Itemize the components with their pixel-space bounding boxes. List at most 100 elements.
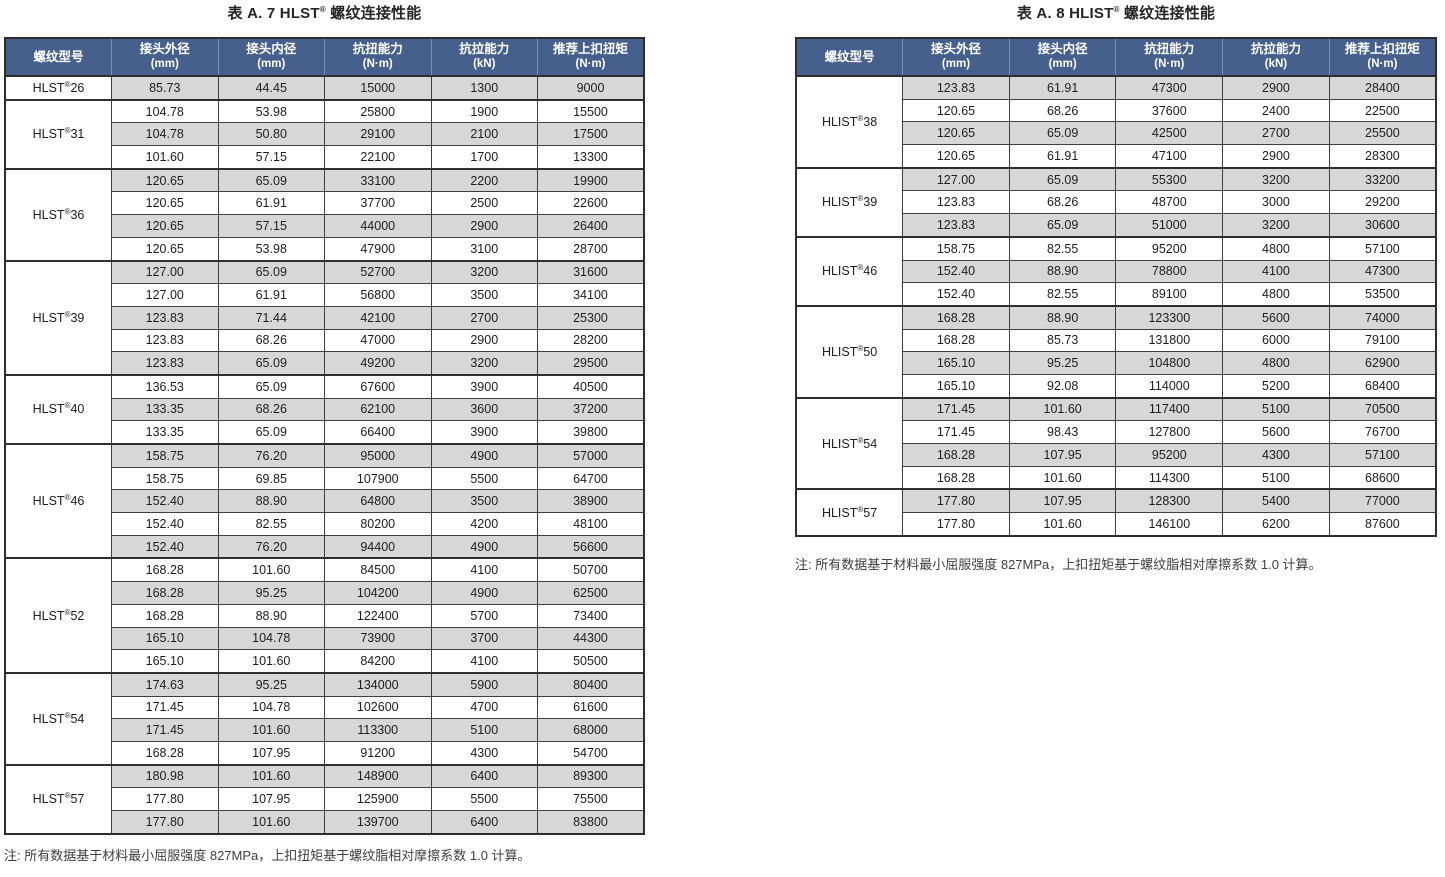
- value-cell: 123.83: [111, 328, 219, 353]
- value-cell: 158.75: [111, 442, 219, 468]
- value-cell: 127.00: [111, 259, 219, 285]
- value-cell: 6400: [430, 809, 538, 835]
- hlist-table-header: 螺纹型号 接头外径 (mm) 接头内径 (mm) 抗扭能力 (N·m) 抗拉能力 (kN) 推荐上…: [795, 37, 1437, 77]
- value-cell: 33100: [324, 167, 432, 193]
- value-cell: 57.15: [217, 145, 325, 170]
- value-cell: 84200: [324, 649, 432, 674]
- value-cell: 5500: [430, 466, 538, 491]
- value-cell: 94400: [324, 534, 432, 559]
- value-cell: 48100: [537, 512, 645, 536]
- value-cell: 122400: [324, 603, 432, 628]
- table-row: 123.83 71.44 42100 2700 25300: [5, 305, 645, 330]
- value-cell: 3000: [1222, 190, 1330, 215]
- value-cell: 120.65: [111, 191, 219, 216]
- value-cell: 50.80: [217, 122, 325, 147]
- registered-trademark-symbol: ®: [64, 791, 71, 800]
- value-cell: 5100: [1222, 465, 1330, 490]
- value-cell: 148900: [324, 763, 432, 789]
- value-cell: 78800: [1115, 259, 1224, 284]
- registered-trademark-symbol: ®: [857, 263, 864, 273]
- value-cell: 92.08: [1008, 373, 1117, 399]
- table-row: 120.65 61.91 47100 2900 28300: [796, 144, 1437, 169]
- table-a7-section: 表 A. 7 HLST® 螺纹连接性能 螺纹型号 接头外径 (mm) 接头内径 (mm)…: [4, 0, 645, 877]
- value-cell: 57000: [537, 442, 645, 468]
- value-cell: 1900: [430, 98, 538, 124]
- value-cell: 44300: [537, 626, 645, 651]
- column-header: 抗扭能力 (N·m): [1115, 37, 1224, 77]
- value-cell: 25300: [537, 305, 645, 330]
- value-cell: 2400: [1222, 98, 1330, 123]
- column-header: 接头内径 (mm): [1008, 37, 1117, 77]
- value-cell: 57.15: [217, 214, 325, 238]
- value-cell: 61.91: [217, 191, 325, 216]
- value-cell: 25500: [1328, 121, 1437, 146]
- value-cell: 123.83: [111, 305, 219, 330]
- table-a7-title-prefix: 表 A. 7 HLST: [227, 5, 320, 22]
- value-cell: 127.00: [902, 166, 1010, 192]
- value-cell: 120.65: [902, 121, 1010, 146]
- value-cell: 30600: [1328, 213, 1437, 238]
- value-cell: 152.40: [902, 282, 1010, 307]
- table-row: HLST®54 174.63 95.25 134000 5900 80400: [4, 671, 645, 766]
- value-cell: 158.75: [902, 235, 1010, 261]
- column-header: 螺纹型号: [4, 37, 112, 77]
- value-cell: 95.25: [217, 671, 325, 697]
- value-cell: 3700: [430, 626, 538, 651]
- model-cell: HLST®52: [4, 557, 112, 674]
- value-cell: 180.98: [111, 763, 219, 789]
- column-header: 抗拉能力 (kN): [430, 37, 538, 77]
- value-cell: 2900: [430, 214, 538, 238]
- column-header: 接头外径 (mm): [111, 37, 219, 77]
- value-cell: 64700: [537, 466, 645, 491]
- value-cell: 13300: [537, 145, 645, 170]
- value-cell: 51000: [1115, 213, 1224, 238]
- value-cell: 139700: [324, 809, 432, 835]
- value-cell: 73400: [537, 603, 645, 628]
- value-cell: 114300: [1115, 465, 1224, 490]
- value-cell: 104.78: [111, 122, 219, 147]
- value-cell: 125900: [324, 787, 432, 811]
- table-row: HLST®40 136.53 65.09 67600 3900 40500: [4, 373, 645, 445]
- registered-trademark-symbol: ®: [319, 5, 326, 14]
- table-row: 123.83 68.26 48700 3000 29200: [796, 190, 1437, 215]
- registered-trademark-symbol: ®: [64, 206, 71, 216]
- table-row: 165.10 92.08 114000 5200 68400: [796, 373, 1437, 399]
- value-cell: 61600: [537, 695, 645, 720]
- table-row: 152.40 88.90 78800 4100 47300: [796, 259, 1437, 284]
- value-cell: 101.60: [217, 763, 325, 789]
- value-cell: 168.28: [111, 740, 219, 766]
- value-cell: 4800: [1222, 282, 1330, 307]
- value-cell: 83800: [537, 809, 645, 835]
- value-cell: 101.60: [217, 557, 325, 583]
- header-row: 螺纹型号 接头外径 (mm) 接头内径 (mm) 抗扭能力 (N·m) 抗拉能力 (kN) 推荐上…: [795, 37, 1437, 77]
- model-cell: HLST®26: [4, 75, 112, 101]
- value-cell: 168.28: [902, 443, 1010, 467]
- value-cell: 56800: [324, 283, 432, 307]
- table-row: HLST®52 168.28 101.60 84500 4100 50700: [4, 557, 645, 674]
- value-cell: 5500: [430, 787, 538, 811]
- value-cell: 3500: [430, 283, 538, 307]
- model-cell: HLIST®54: [795, 396, 904, 490]
- column-header: 推荐上扣扭矩 (N·m): [537, 37, 645, 77]
- value-cell: 128300: [1115, 488, 1224, 514]
- value-cell: 177.80: [902, 488, 1010, 514]
- value-cell: 123.83: [902, 190, 1010, 215]
- value-cell: 5200: [1222, 373, 1330, 399]
- column-header: 螺纹型号: [795, 37, 904, 77]
- value-cell: 120.65: [111, 167, 219, 193]
- value-cell: 131800: [1115, 328, 1224, 353]
- registered-trademark-symbol: ®: [857, 343, 864, 353]
- model-cell: HLIST®46: [795, 235, 904, 307]
- table-row: 152.40 82.55 80200 4200 48100: [5, 512, 645, 536]
- value-cell: 76700: [1328, 420, 1437, 444]
- value-cell: 6000: [1222, 328, 1330, 353]
- table-row: 123.83 65.09 49200 3200 29500: [5, 351, 645, 376]
- value-cell: 53500: [1328, 282, 1437, 307]
- value-cell: 95200: [1115, 443, 1224, 467]
- value-cell: 15000: [324, 75, 432, 101]
- value-cell: 101.60: [111, 145, 219, 170]
- value-cell: 62500: [537, 581, 645, 605]
- column-header: 抗拉能力 (kN): [1222, 37, 1330, 77]
- value-cell: 102600: [324, 695, 432, 720]
